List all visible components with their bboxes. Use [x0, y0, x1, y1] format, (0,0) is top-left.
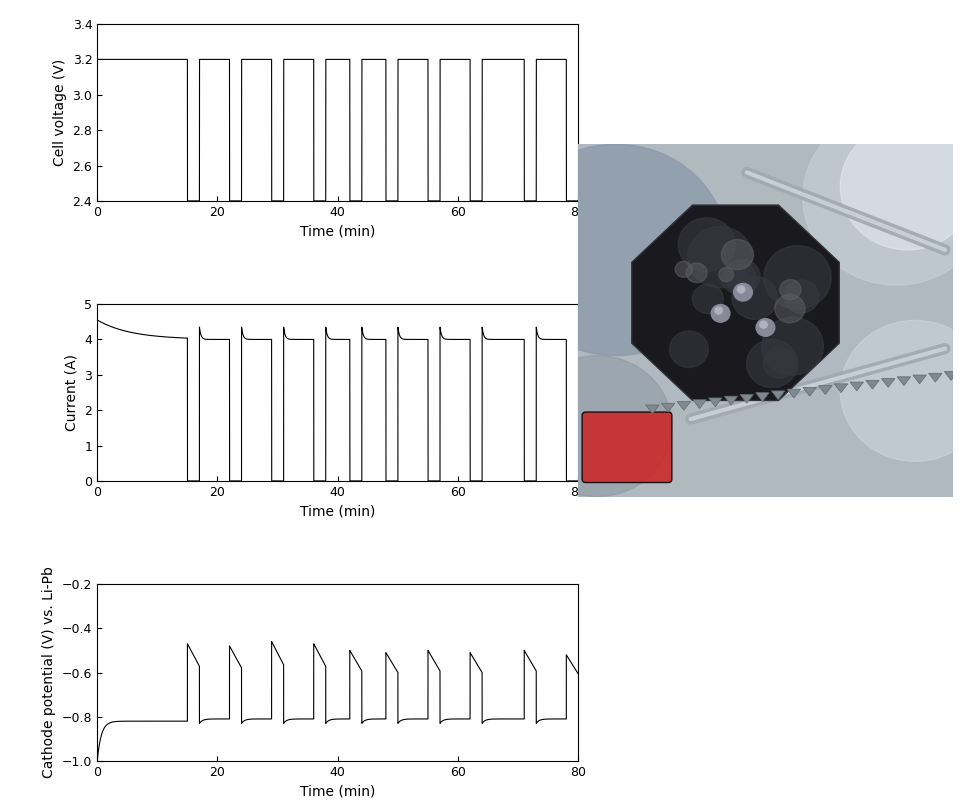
- Polygon shape: [803, 388, 816, 396]
- Polygon shape: [740, 394, 753, 403]
- Circle shape: [503, 144, 728, 356]
- Circle shape: [763, 348, 795, 378]
- Circle shape: [780, 280, 801, 300]
- Circle shape: [692, 284, 723, 313]
- X-axis label: Time (min): Time (min): [300, 784, 375, 799]
- Polygon shape: [677, 401, 690, 410]
- Circle shape: [732, 276, 778, 320]
- Circle shape: [721, 239, 753, 270]
- X-axis label: Time (min): Time (min): [300, 505, 375, 518]
- Polygon shape: [928, 373, 942, 382]
- Circle shape: [764, 246, 831, 309]
- Polygon shape: [661, 403, 675, 412]
- Polygon shape: [724, 396, 738, 405]
- Polygon shape: [755, 392, 769, 401]
- Circle shape: [687, 227, 752, 288]
- Circle shape: [840, 320, 972, 461]
- Polygon shape: [772, 391, 785, 400]
- Polygon shape: [818, 385, 832, 394]
- Circle shape: [840, 123, 972, 250]
- Circle shape: [712, 304, 730, 322]
- X-axis label: Time (min): Time (min): [300, 224, 375, 239]
- Circle shape: [670, 331, 709, 368]
- Polygon shape: [897, 376, 911, 385]
- Polygon shape: [834, 384, 848, 392]
- Polygon shape: [850, 382, 863, 391]
- Circle shape: [803, 109, 972, 285]
- Circle shape: [721, 261, 756, 294]
- Circle shape: [718, 268, 734, 282]
- Polygon shape: [913, 375, 926, 384]
- Circle shape: [724, 260, 760, 293]
- Circle shape: [686, 263, 707, 283]
- Polygon shape: [787, 389, 801, 398]
- Polygon shape: [632, 205, 839, 400]
- Circle shape: [760, 321, 767, 328]
- FancyBboxPatch shape: [582, 412, 672, 482]
- Circle shape: [522, 356, 672, 497]
- Polygon shape: [709, 398, 722, 407]
- Y-axis label: Current (A): Current (A): [65, 354, 79, 431]
- Circle shape: [762, 317, 823, 375]
- Polygon shape: [645, 405, 659, 414]
- Y-axis label: Cell voltage (V): Cell voltage (V): [52, 58, 67, 166]
- Circle shape: [734, 284, 752, 301]
- Polygon shape: [693, 400, 707, 409]
- Circle shape: [676, 261, 692, 277]
- Circle shape: [738, 286, 745, 293]
- Circle shape: [746, 340, 797, 388]
- Polygon shape: [866, 380, 880, 389]
- Circle shape: [775, 295, 805, 323]
- Circle shape: [756, 319, 775, 336]
- Polygon shape: [945, 372, 957, 380]
- Y-axis label: Cathode potential (V) vs. Li-Pb: Cathode potential (V) vs. Li-Pb: [43, 566, 56, 779]
- Circle shape: [783, 280, 819, 313]
- Circle shape: [715, 307, 722, 314]
- Polygon shape: [882, 379, 895, 388]
- Circle shape: [678, 218, 735, 272]
